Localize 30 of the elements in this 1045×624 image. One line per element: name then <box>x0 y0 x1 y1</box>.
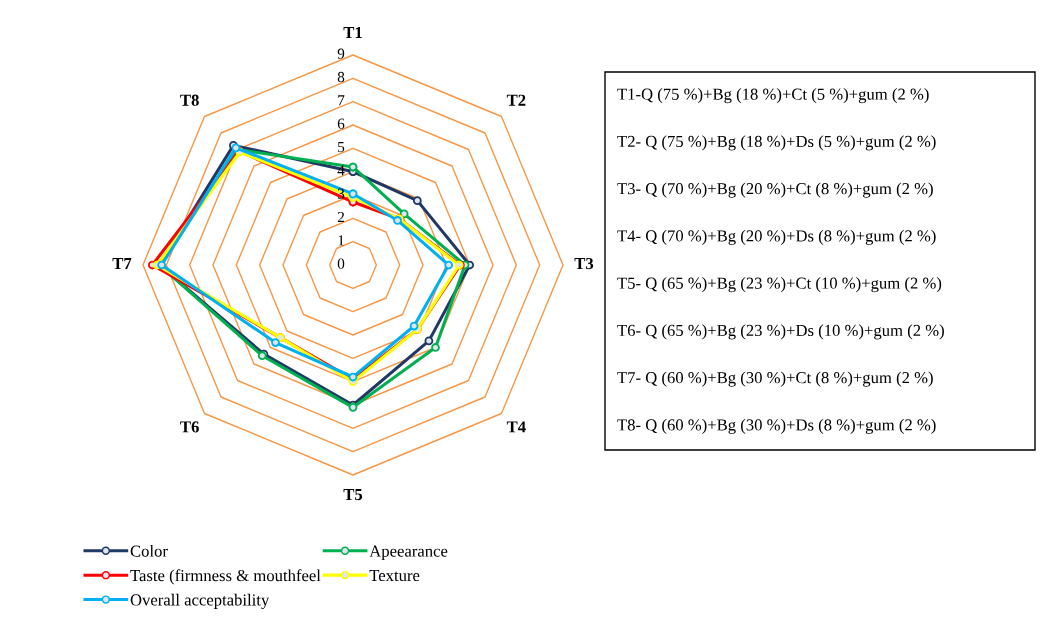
legend-label: Overall acceptability <box>130 593 270 609</box>
text: T5- Q (65 %)+Bg (23 %)+Ct (10 %)+gum (2 %) <box>617 277 942 293</box>
legend-label: Apeearance <box>369 545 448 561</box>
spoke-label: T2 <box>506 94 526 106</box>
text: T7- Q (60 %)+Bg (30 %)+Ct (8 %)+gum (2 %) <box>617 371 933 387</box>
y-tick-label: 5 <box>338 142 345 153</box>
text: T8- Q (60 %)+Bg (30 %)+Ds (8 %)+gum (2 %) <box>617 418 936 434</box>
y-tick-label: 0 <box>337 258 345 269</box>
text: T2- Q (75 %)+Bg (18 %)+Ds (5 %)+gum (2 %) <box>617 135 936 151</box>
y-tick-label: 9 <box>337 48 345 59</box>
spoke-label: T4 <box>506 421 526 433</box>
spoke-label: T8 <box>180 94 199 106</box>
text: T1-Q (75 %)+Bg (18 %)+Ct (5 %)+gum (2 %) <box>617 88 929 104</box>
text: T6- Q (65 %)+Bg (23 %)+Ds (10 %)+gum (2 %) <box>617 324 944 340</box>
y-tick-label: 1 <box>338 235 344 246</box>
y-tick-label: 8 <box>337 71 345 83</box>
spoke-label: T5 <box>343 489 363 501</box>
spoke-label: T1 <box>343 27 362 39</box>
y-tick-label: 3 <box>337 188 345 199</box>
y-tick-label: 2 <box>337 211 344 223</box>
legend-label: Taste (firmness & mouthfeel <box>130 569 321 585</box>
legend-label: Texture <box>369 570 420 582</box>
spoke-label: T7 <box>112 258 132 270</box>
spoke-label: T6 <box>180 421 199 433</box>
spoke-label: T3 <box>574 257 594 270</box>
text: T3- Q (70 %)+Bg (20 %)+Ct (8 %)+gum (2 %) <box>617 182 933 198</box>
text: T4- Q (70 %)+Bg (20 %)+Ds (8 %)+gum (2 %) <box>617 229 936 245</box>
y-tick-label: 6 <box>337 118 345 129</box>
legend-label: Color <box>130 545 168 557</box>
y-tick-label: 7 <box>338 95 345 106</box>
